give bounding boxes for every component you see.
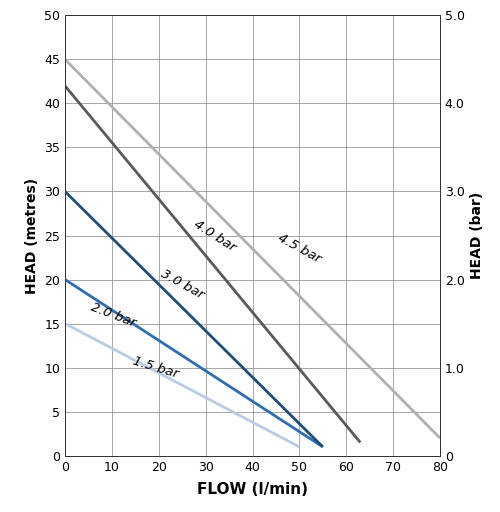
X-axis label: FLOW (l/min): FLOW (l/min): [197, 482, 308, 497]
Text: 3.0 bar: 3.0 bar: [159, 267, 206, 301]
Y-axis label: HEAD (metres): HEAD (metres): [24, 178, 38, 293]
Text: 4.0 bar: 4.0 bar: [192, 217, 238, 254]
Text: 2.0 bar: 2.0 bar: [88, 300, 137, 329]
Text: 1.5 bar: 1.5 bar: [130, 354, 180, 381]
Text: 4.5 bar: 4.5 bar: [276, 231, 324, 266]
Y-axis label: HEAD (bar): HEAD (bar): [470, 192, 484, 279]
